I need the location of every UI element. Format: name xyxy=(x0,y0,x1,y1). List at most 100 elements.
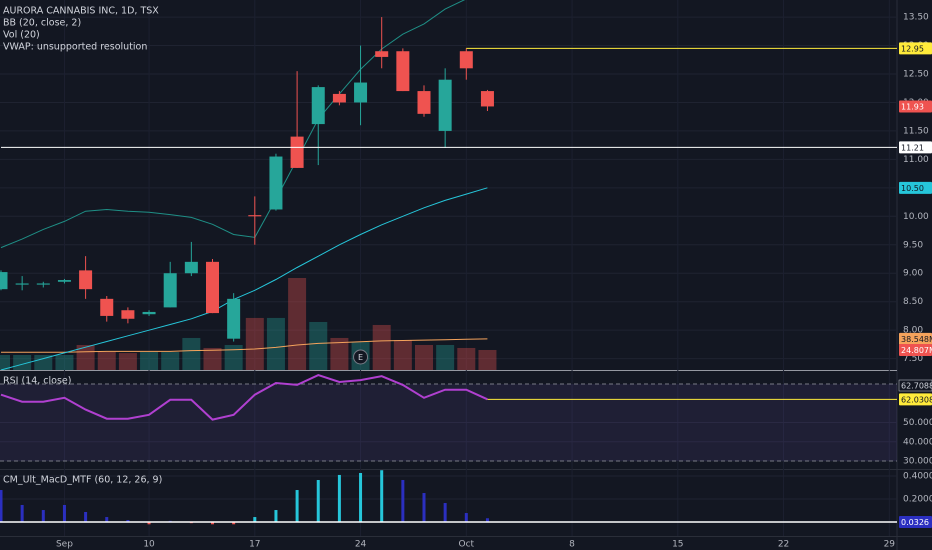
price-label: 24.807M xyxy=(901,346,932,355)
candle-body xyxy=(332,93,346,103)
volume-bar xyxy=(34,354,53,370)
price-label-box xyxy=(899,343,932,356)
histogram-bar xyxy=(422,493,426,522)
price-label-box xyxy=(899,181,932,194)
candle-body xyxy=(438,79,452,131)
candle-body xyxy=(311,87,325,125)
rsi-line xyxy=(0,374,488,421)
indicator-legend: Vol (20) xyxy=(3,30,40,41)
y-tick-label: 12.50 xyxy=(903,70,929,80)
x-tick-label: Sep xyxy=(56,540,73,550)
price-label-box xyxy=(899,42,932,55)
histogram-bar xyxy=(20,504,24,522)
price-label: 0.0326 xyxy=(901,518,929,527)
volume-bar xyxy=(245,317,264,370)
pane-0 xyxy=(0,0,497,370)
y-tick-label: 10.00 xyxy=(903,212,929,222)
indicator-legend: BB (20, close, 2) xyxy=(3,18,81,29)
histogram-bar xyxy=(337,474,341,522)
histogram-bar xyxy=(41,510,45,522)
volume-bar xyxy=(224,344,243,370)
volume-bar xyxy=(457,347,476,370)
candle-body xyxy=(480,91,494,107)
histogram-bar xyxy=(316,480,320,522)
y-tick-label: 8.50 xyxy=(903,297,923,307)
volume-bar xyxy=(161,352,180,370)
candle-body xyxy=(206,261,219,314)
histogram-bar xyxy=(401,480,405,522)
rsi-band-fill xyxy=(0,383,897,462)
price-label: 11.21 xyxy=(901,143,924,152)
x-tick-label: 29 xyxy=(884,540,896,550)
volume-bar xyxy=(288,278,307,370)
volume-bar xyxy=(118,353,137,370)
histogram-bar xyxy=(253,517,257,522)
earnings-marker-label: E xyxy=(358,353,363,362)
volume-bar xyxy=(266,317,285,370)
y-tick-label: 0.2000 xyxy=(903,494,932,504)
histogram-bar xyxy=(359,472,363,522)
volume-bar xyxy=(182,337,201,370)
candle-body xyxy=(15,283,29,285)
pane-1 xyxy=(0,374,897,462)
volume-bar xyxy=(478,349,497,370)
volume-bar xyxy=(203,347,222,370)
volume-bar xyxy=(393,339,412,370)
candle-body xyxy=(0,272,8,290)
volume-bar xyxy=(55,354,74,370)
candle-body xyxy=(184,261,198,274)
indicator-legend: VWAP: unsupported resolution xyxy=(3,42,147,53)
histogram-bar xyxy=(126,520,130,522)
volume-bar xyxy=(13,354,32,370)
volume-bar xyxy=(140,352,159,370)
x-tick-label: 24 xyxy=(355,540,367,550)
bb-upper-line xyxy=(0,0,466,249)
candle-body xyxy=(100,298,114,316)
candle-body xyxy=(375,51,389,57)
volume-bar xyxy=(372,324,391,370)
volume-bar xyxy=(0,354,10,370)
x-tick-label: 10 xyxy=(143,540,155,550)
y-tick-label: 9.50 xyxy=(903,240,923,250)
histogram-bar xyxy=(105,517,109,522)
volume-bar xyxy=(415,344,433,370)
candle-body xyxy=(36,283,50,285)
price-label: 10.50 xyxy=(901,184,924,193)
histogram-bar xyxy=(84,511,88,522)
candle-body xyxy=(396,51,410,92)
candle-body xyxy=(354,82,368,103)
candle-body xyxy=(417,91,431,114)
histogram-bar xyxy=(62,504,66,522)
volume-ma-line xyxy=(1,338,488,353)
x-tick-label: 15 xyxy=(672,540,683,550)
candle-body xyxy=(79,270,93,290)
price-label: 11.93 xyxy=(901,102,924,111)
price-label-box xyxy=(899,100,932,113)
grid xyxy=(0,0,897,536)
candle-body xyxy=(142,311,156,315)
volume-bar xyxy=(330,337,349,370)
candle-body xyxy=(459,51,473,69)
histogram-bar xyxy=(211,522,214,525)
earnings-marker xyxy=(353,349,369,365)
histogram-bar xyxy=(443,503,447,522)
price-label: 12.95 xyxy=(901,44,924,53)
histogram-bar xyxy=(232,522,236,525)
volume-bar xyxy=(309,321,328,370)
candle-body xyxy=(248,215,262,217)
price-label-box xyxy=(899,332,932,345)
labels: 7.50 8.00 8.50 9.00 9.50 10.00 10.50 11.00 11.50… xyxy=(3,6,932,550)
x-tick-label: 17 xyxy=(249,540,260,550)
volume-bar xyxy=(436,344,455,370)
histogram-bar xyxy=(0,490,3,522)
y-tick-label: 8.00 xyxy=(903,326,923,336)
candle-body xyxy=(121,310,135,319)
candle-body xyxy=(57,280,71,282)
price-label: 62.0308 xyxy=(901,395,932,404)
histogram-bar xyxy=(147,522,151,525)
candle-body xyxy=(290,136,304,168)
price-label-box xyxy=(899,516,932,528)
